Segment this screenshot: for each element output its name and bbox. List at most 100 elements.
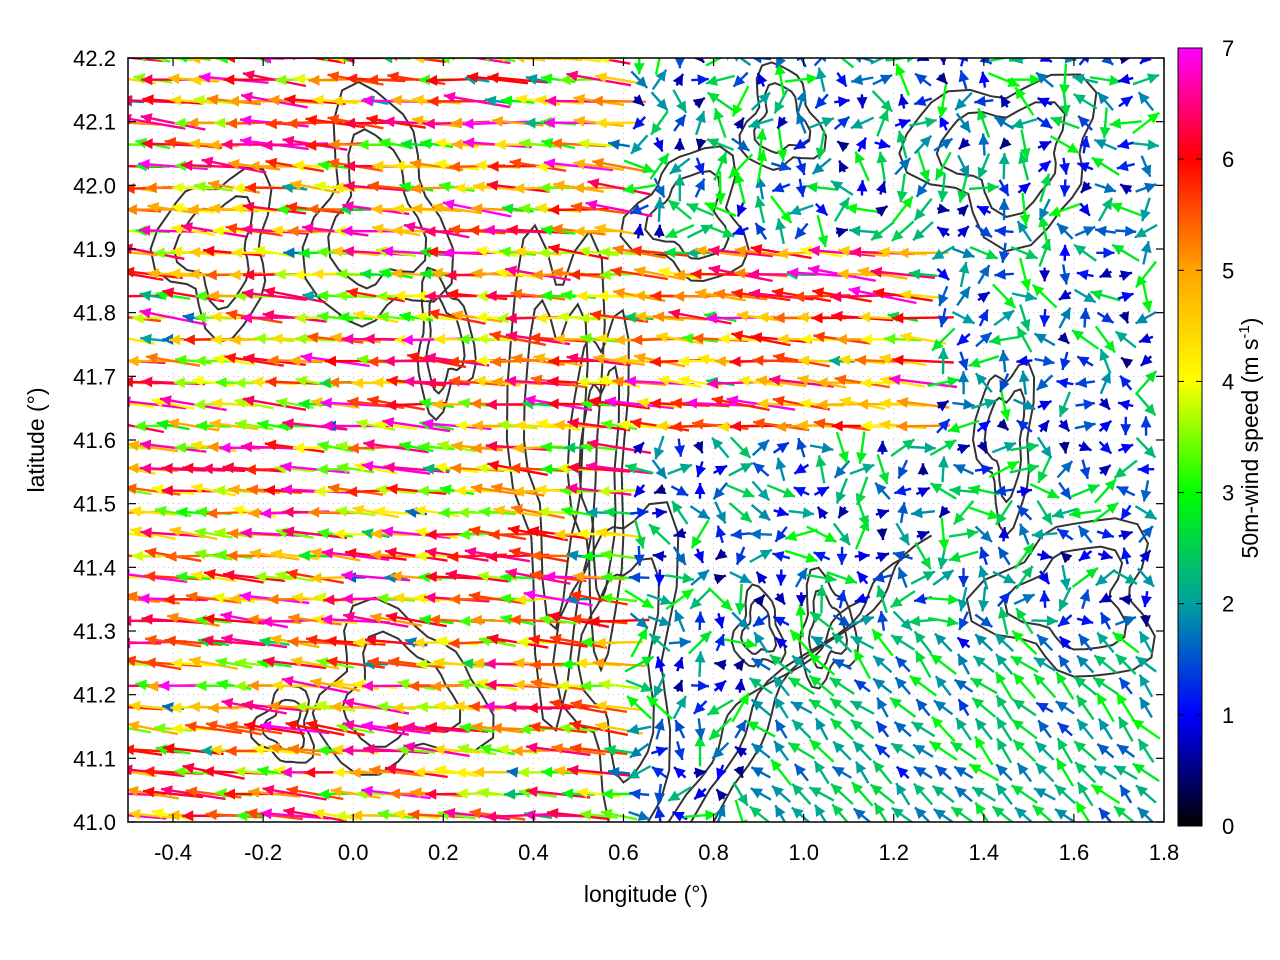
wind-vector-head xyxy=(260,720,272,732)
wind-vector-head xyxy=(674,114,686,127)
wind-vector-head xyxy=(553,419,565,431)
wind-vector-head xyxy=(468,224,480,236)
wind-vector-head xyxy=(392,702,404,714)
wind-vector-head xyxy=(191,570,203,582)
wind-vector-head xyxy=(656,98,668,111)
wind-vector-head xyxy=(311,397,323,408)
wind-vector-head xyxy=(769,654,782,667)
wind-vector-head xyxy=(349,767,361,779)
wind-vector-head xyxy=(139,290,152,302)
wind-vector-head xyxy=(154,722,166,734)
wind-vector-head xyxy=(1118,716,1129,730)
wind-vector-head xyxy=(750,788,763,799)
wind-vector-head xyxy=(192,375,204,387)
wind-vector-head xyxy=(416,701,429,713)
wind-vector-head xyxy=(415,311,427,323)
wind-vector-head xyxy=(996,512,1007,525)
wind-vector-head xyxy=(241,224,253,236)
wind-vector-head xyxy=(933,809,946,820)
wind-vector-head xyxy=(962,247,975,259)
wind-vector-head xyxy=(151,808,164,819)
wind-vector-head xyxy=(1116,160,1129,172)
wind-vector-head xyxy=(855,137,866,150)
wind-vector-head xyxy=(240,136,252,147)
wind-vector-head xyxy=(189,74,201,86)
wind-vector-head xyxy=(707,92,720,104)
colorbar-tick-label: 7 xyxy=(1222,36,1234,61)
wind-vector-head xyxy=(1120,58,1131,65)
wind-vector-head xyxy=(751,743,764,755)
wind-vector-head xyxy=(163,594,175,605)
wind-vector-head xyxy=(722,227,735,238)
wind-vector-head xyxy=(637,397,649,409)
wind-vector-head xyxy=(985,249,998,260)
wind-vector-head xyxy=(913,228,925,241)
wind-vector-head xyxy=(519,723,531,735)
wind-vector-head xyxy=(185,721,197,733)
wind-vector-head xyxy=(567,764,579,776)
wind-vector-head xyxy=(775,421,787,433)
wind-vector-head xyxy=(753,462,765,474)
wind-vector-head xyxy=(543,158,556,170)
wind-vector-head xyxy=(848,286,861,297)
wind-vector-head xyxy=(176,506,188,518)
wind-vector-head xyxy=(376,701,388,713)
colorbar-tick-label: 6 xyxy=(1222,147,1234,172)
wind-vector-head xyxy=(580,680,592,692)
wind-vector-head xyxy=(876,440,888,452)
wind-vector-head xyxy=(957,58,969,62)
y-tick-label: 41.3 xyxy=(73,619,116,644)
wind-vector-head xyxy=(390,94,403,106)
wind-vector-head xyxy=(713,288,726,300)
wind-vector-head xyxy=(221,139,233,150)
wind-vector-head xyxy=(403,221,416,233)
wind-vector-head xyxy=(434,700,446,712)
wind-vector-head xyxy=(600,808,613,820)
wind-vector-head xyxy=(438,507,450,519)
wind-vector-head xyxy=(1060,461,1073,473)
wind-vector-head xyxy=(451,139,463,150)
wind-vector-head xyxy=(911,507,923,519)
wind-vector-head xyxy=(1114,806,1127,818)
wind-vector-head xyxy=(695,138,707,151)
wind-vector-shaft xyxy=(469,58,511,65)
wind-vector-shaft xyxy=(128,400,187,410)
wind-vector-head xyxy=(959,286,970,299)
wind-vector-head xyxy=(994,633,1007,646)
wind-vector-head xyxy=(653,224,665,237)
wind-vector-head xyxy=(442,199,455,211)
wind-vector-head xyxy=(171,223,184,235)
wind-vector-head xyxy=(816,584,828,596)
wind-vector-head xyxy=(878,246,890,258)
colorbar-label-end: ) xyxy=(1237,318,1263,326)
wind-vector-head xyxy=(462,658,474,670)
wind-vector-head xyxy=(474,375,486,387)
wind-vector-head xyxy=(938,315,949,328)
wind-vector-head xyxy=(240,312,252,324)
contour-line xyxy=(619,145,750,283)
wind-vectors xyxy=(128,58,1161,822)
wind-vector-head xyxy=(970,678,983,689)
wind-vector-head xyxy=(333,58,344,64)
wind-vector-head xyxy=(649,524,661,536)
wind-vector-shaft xyxy=(543,161,614,172)
wind-vector-head xyxy=(733,75,746,87)
wind-vector-head xyxy=(361,720,374,732)
wind-vector-head xyxy=(211,398,223,410)
wind-vector-head xyxy=(592,657,605,669)
wind-vector-head xyxy=(468,701,480,713)
wind-vector-head xyxy=(977,206,990,216)
wind-vector-head xyxy=(424,592,436,604)
wind-vector-head xyxy=(537,58,546,63)
wind-vector-head xyxy=(535,484,547,496)
wind-vector-head xyxy=(544,571,556,583)
wind-vector-head xyxy=(330,332,342,344)
wind-vector-shaft xyxy=(328,58,353,63)
wind-vector-head xyxy=(212,354,225,365)
wind-vector-head xyxy=(515,58,525,63)
wind-vector-head xyxy=(280,461,292,473)
wind-vector-head xyxy=(1120,375,1132,388)
wind-vector-head xyxy=(249,548,262,560)
wind-vector-head xyxy=(1054,784,1067,797)
wind-vector-shaft xyxy=(128,770,157,778)
